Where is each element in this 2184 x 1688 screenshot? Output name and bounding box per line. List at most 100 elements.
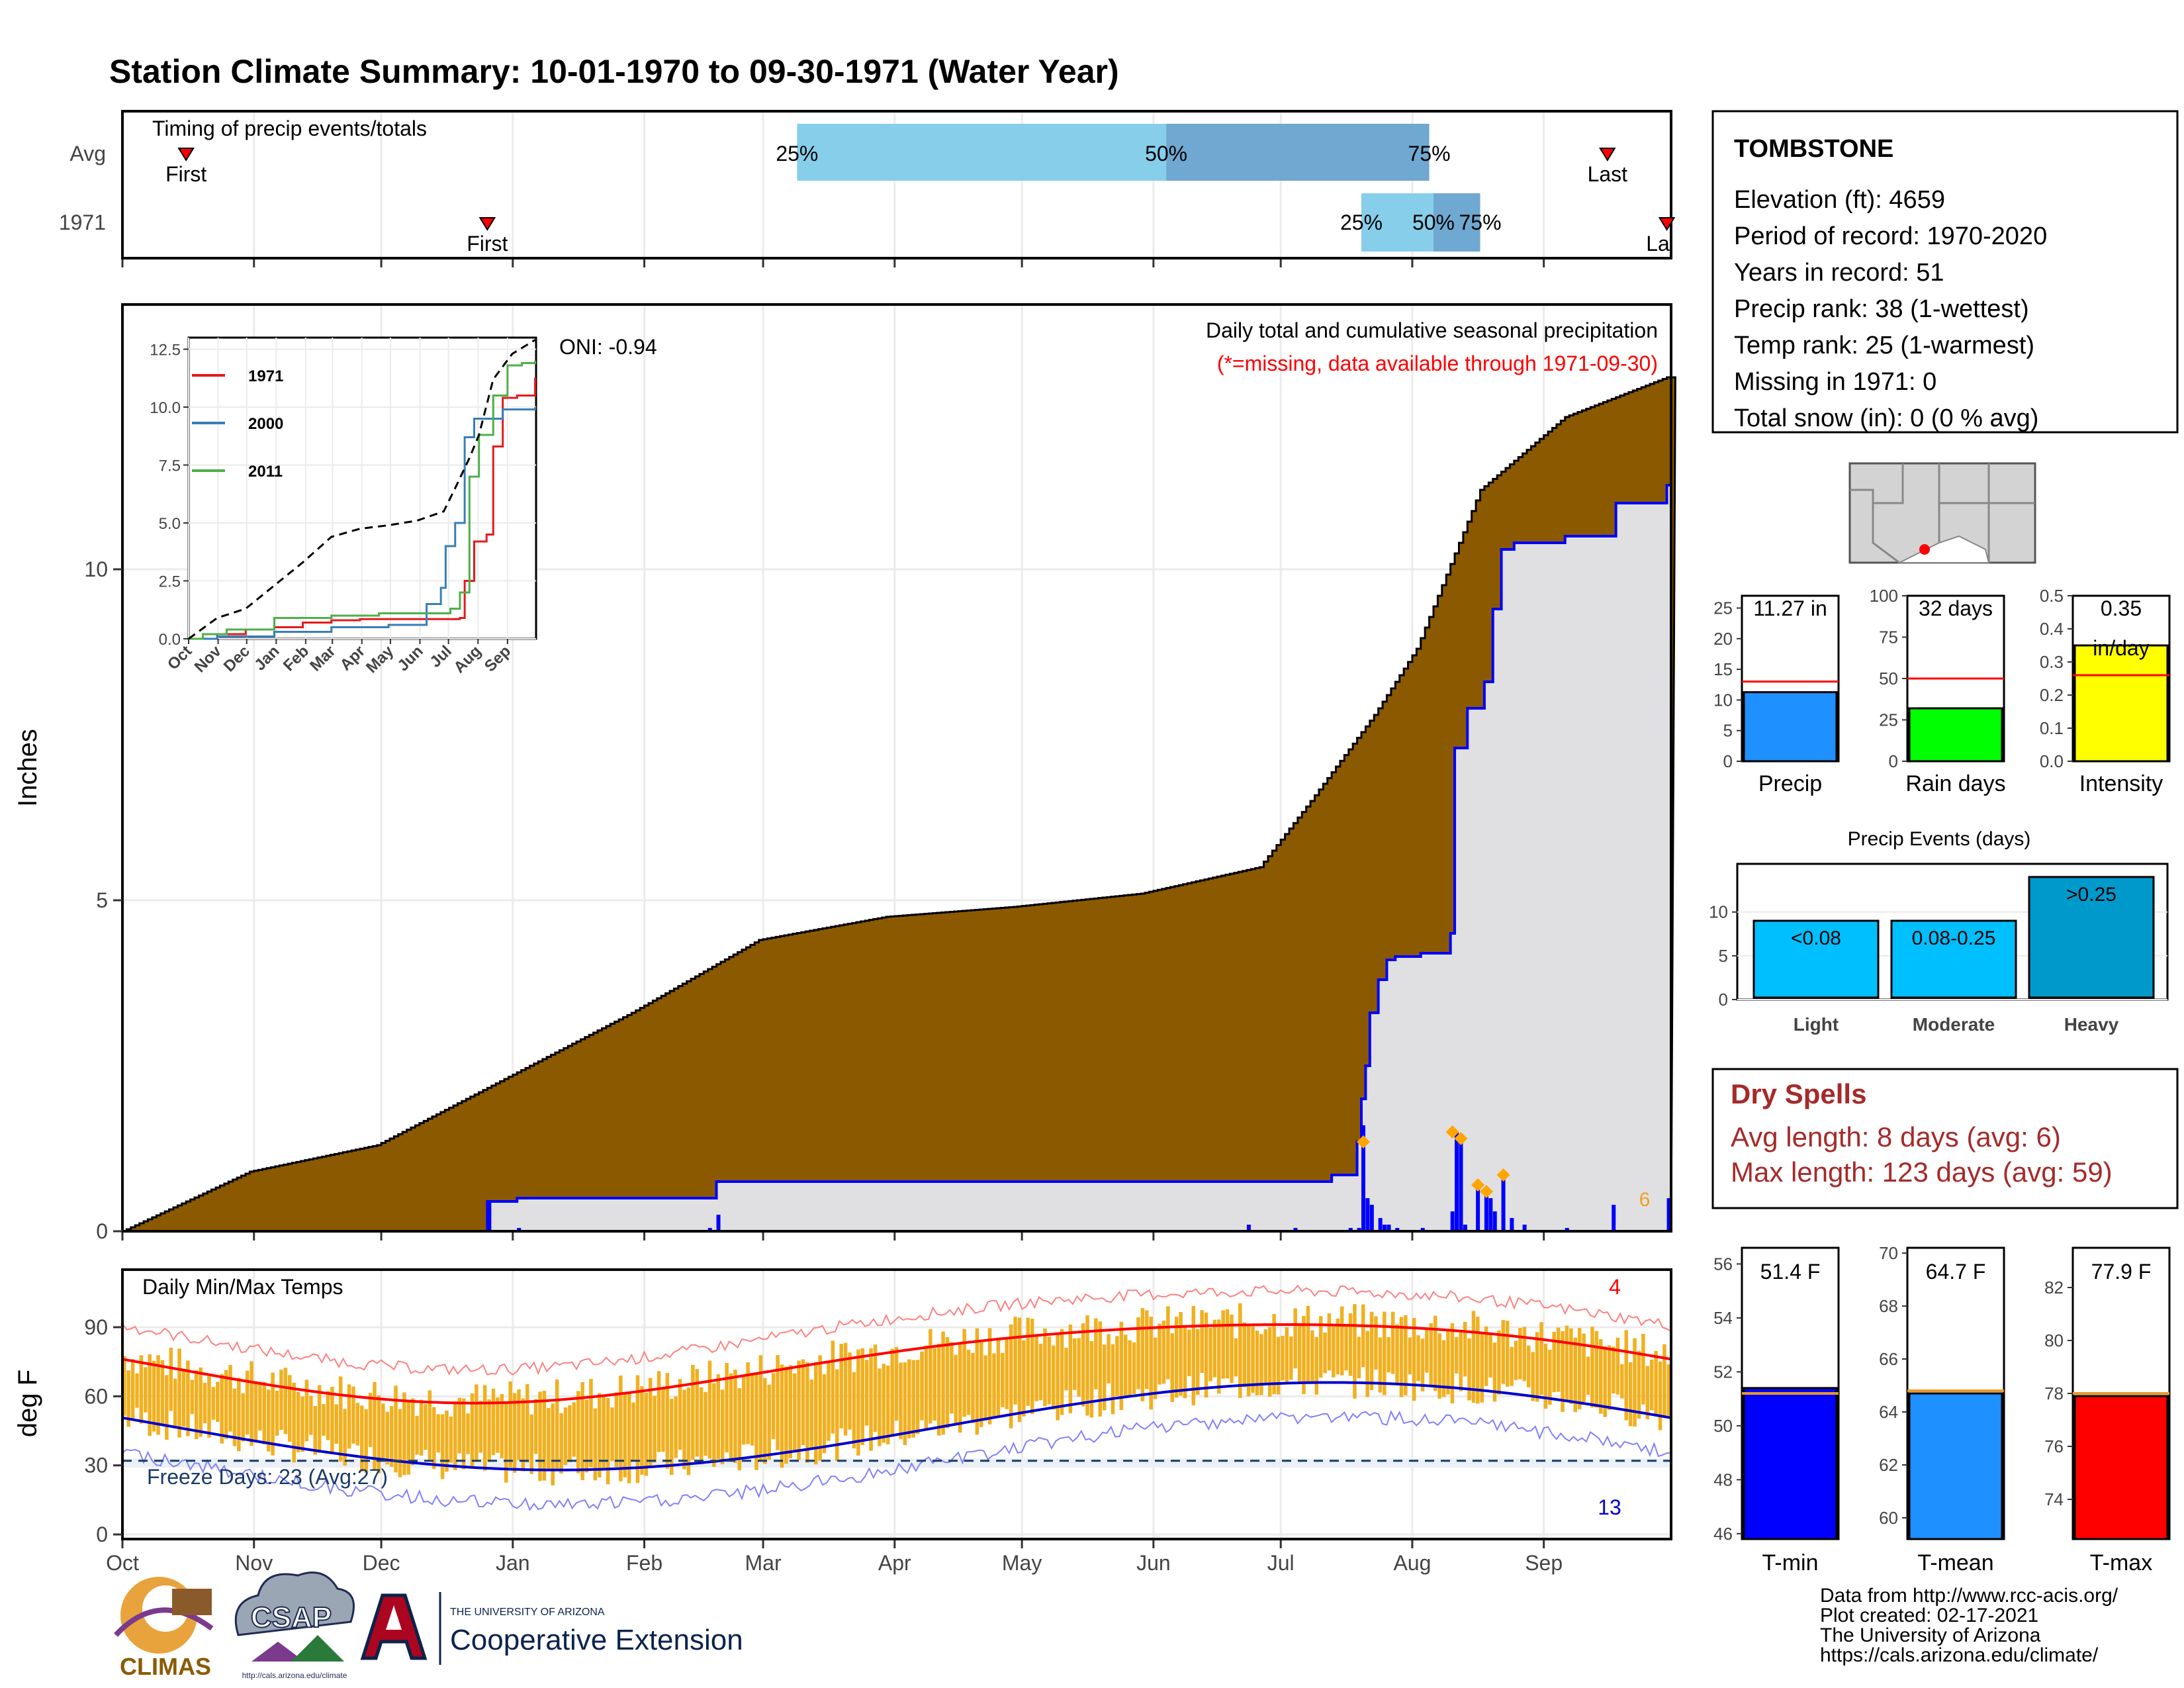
daily-temp-bar [1437, 1333, 1441, 1399]
daily-temp-bar [670, 1399, 674, 1475]
daily-temp-bar [424, 1404, 428, 1450]
daily-temp-bar [1624, 1330, 1628, 1421]
daily-precip-bar [1463, 1225, 1467, 1231]
daily-temp-bar [1492, 1342, 1497, 1402]
daily-temp-bar [355, 1403, 360, 1446]
daily-temp-bar [292, 1382, 296, 1463]
daily-temp-bar [402, 1392, 406, 1476]
daily-temp-bar [148, 1354, 152, 1436]
daily-temp-bar [882, 1364, 886, 1443]
events-bar-moderate [1890, 919, 2017, 999]
daily-temp-bar [1612, 1346, 1615, 1394]
daily-temp-bar [1052, 1345, 1056, 1410]
daily-temp-bar [835, 1369, 839, 1462]
dry-spells-avg: Avg length: 8 days (avg: 6) [1731, 1121, 2061, 1152]
daily-precip-bar [1455, 1132, 1459, 1231]
daily-precip-bar [1450, 1211, 1455, 1231]
daily-temp-bar [742, 1376, 746, 1445]
summary-bar-ytick-label: 25 [1713, 598, 1733, 618]
daily-temp-bar [631, 1402, 635, 1461]
summary-bar-ytick-label: 0.5 [2040, 586, 2064, 606]
daily-temp-bar [1390, 1311, 1395, 1374]
daily-temp-bar [1161, 1320, 1166, 1384]
daily-temp-bar [1230, 1314, 1234, 1383]
events-bar-light [1752, 919, 1880, 999]
daily-temp-bar [1425, 1327, 1429, 1373]
daily-temp-bar [1204, 1312, 1208, 1398]
precip-y-axis-label: Inches [13, 729, 42, 807]
temp-bar-ytick-label: 64 [1879, 1402, 1898, 1422]
daily-temp-bar [1077, 1338, 1081, 1397]
daily-temp-bar [1552, 1331, 1556, 1393]
timing-box-upper [1433, 193, 1480, 252]
daily-temp-bar [1471, 1311, 1476, 1403]
daily-temp-bar [839, 1343, 843, 1429]
daily-temp-bar [1318, 1316, 1323, 1378]
daily-precip-bar [1383, 1225, 1387, 1231]
daily-temp-bar [1518, 1328, 1522, 1380]
daily-temp-bar [1276, 1336, 1281, 1395]
daily-temp-bar [1030, 1319, 1034, 1415]
daily-temp-bar [1217, 1319, 1221, 1394]
daily-precip-bar [1365, 1198, 1370, 1231]
record-min-line [122, 1410, 1672, 1511]
daily-temp-bar [979, 1341, 983, 1427]
daily-temp-bar [983, 1355, 987, 1421]
inset-chart: 0.02.55.07.510.012.5OctNovDecJanFebMarAp… [150, 336, 537, 677]
daily-temp-bar [373, 1382, 377, 1470]
inset-ytick-label: 0.0 [159, 631, 181, 649]
daily-temp-bar [1064, 1347, 1068, 1391]
daily-temp-bar [992, 1353, 996, 1418]
daily-temp-bar [525, 1383, 529, 1463]
timing-box-lower [1361, 193, 1433, 252]
daily-temp-bar [1005, 1337, 1009, 1409]
daily-temp-bar [1527, 1345, 1531, 1387]
station-temp-rank: Temp rank: 25 (1-warmest) [1734, 332, 2034, 359]
daily-temp-bar [1327, 1313, 1332, 1371]
daily-temp-bar [1140, 1308, 1145, 1401]
daily-temp-bar [911, 1360, 915, 1438]
summary-bar-ytick-label: 5 [1723, 721, 1733, 741]
daily-temp-bar [1535, 1332, 1539, 1402]
daily-temp-bar [610, 1407, 614, 1462]
daily-temp-bar [1056, 1335, 1060, 1421]
daily-temp-bar [729, 1373, 733, 1459]
daily-temp-bar [122, 1356, 126, 1416]
daily-temp-bar [1323, 1332, 1327, 1374]
precip-panel-subtitle: (*=missing, data available through 1971-… [1217, 352, 1658, 375]
daily-temp-bar [156, 1355, 160, 1435]
daily-temp-bar [1429, 1323, 1433, 1385]
climas-logo: CLIMAS [114, 1577, 214, 1680]
daily-temp-bar [1344, 1325, 1348, 1371]
daily-temp-bar [1297, 1324, 1302, 1383]
temp-bar-fill [1908, 1392, 2003, 1540]
daily-temp-bar [169, 1347, 173, 1411]
daily-temp-bar [394, 1385, 398, 1473]
daily-temp-bar [873, 1344, 878, 1432]
daily-temp-bar [1158, 1323, 1161, 1385]
daily-temp-bar [1441, 1340, 1446, 1397]
daily-temp-bar [1348, 1313, 1353, 1376]
daily-temp-bar [304, 1380, 309, 1442]
daily-temp-bar [1001, 1352, 1005, 1407]
daily-temp-bar [224, 1370, 228, 1439]
daily-precip-bar [487, 1201, 492, 1231]
daily-temp-bar [266, 1389, 271, 1452]
daily-temp-bar [1658, 1361, 1662, 1430]
extreme-precip-point [1496, 1168, 1510, 1182]
summary-bar-ytick-label: 0.0 [2040, 751, 2064, 771]
daily-temp-bar [665, 1373, 670, 1469]
daily-temp-bar [784, 1366, 788, 1464]
first-event-marker [478, 217, 496, 231]
daily-temp-bar [758, 1355, 763, 1462]
daily-temp-bar [529, 1414, 533, 1474]
daily-temp-bar [686, 1387, 691, 1476]
summary-bar-ytick-label: 15 [1713, 659, 1733, 679]
cold-days-count: 13 [1598, 1495, 1621, 1519]
daily-temp-bar [398, 1409, 402, 1477]
daily-temp-bar [1183, 1327, 1187, 1399]
daily-temp-bar [1561, 1331, 1565, 1412]
station-snow: Total snow (in): 0 (0 % avg) [1734, 404, 2038, 432]
daily-temp-bar [1654, 1350, 1658, 1415]
daily-precip-bar [1565, 1228, 1569, 1231]
